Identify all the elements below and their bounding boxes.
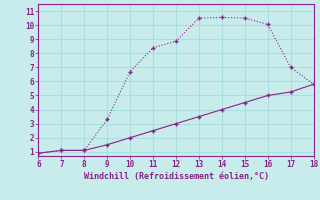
X-axis label: Windchill (Refroidissement éolien,°C): Windchill (Refroidissement éolien,°C) [84, 172, 268, 181]
